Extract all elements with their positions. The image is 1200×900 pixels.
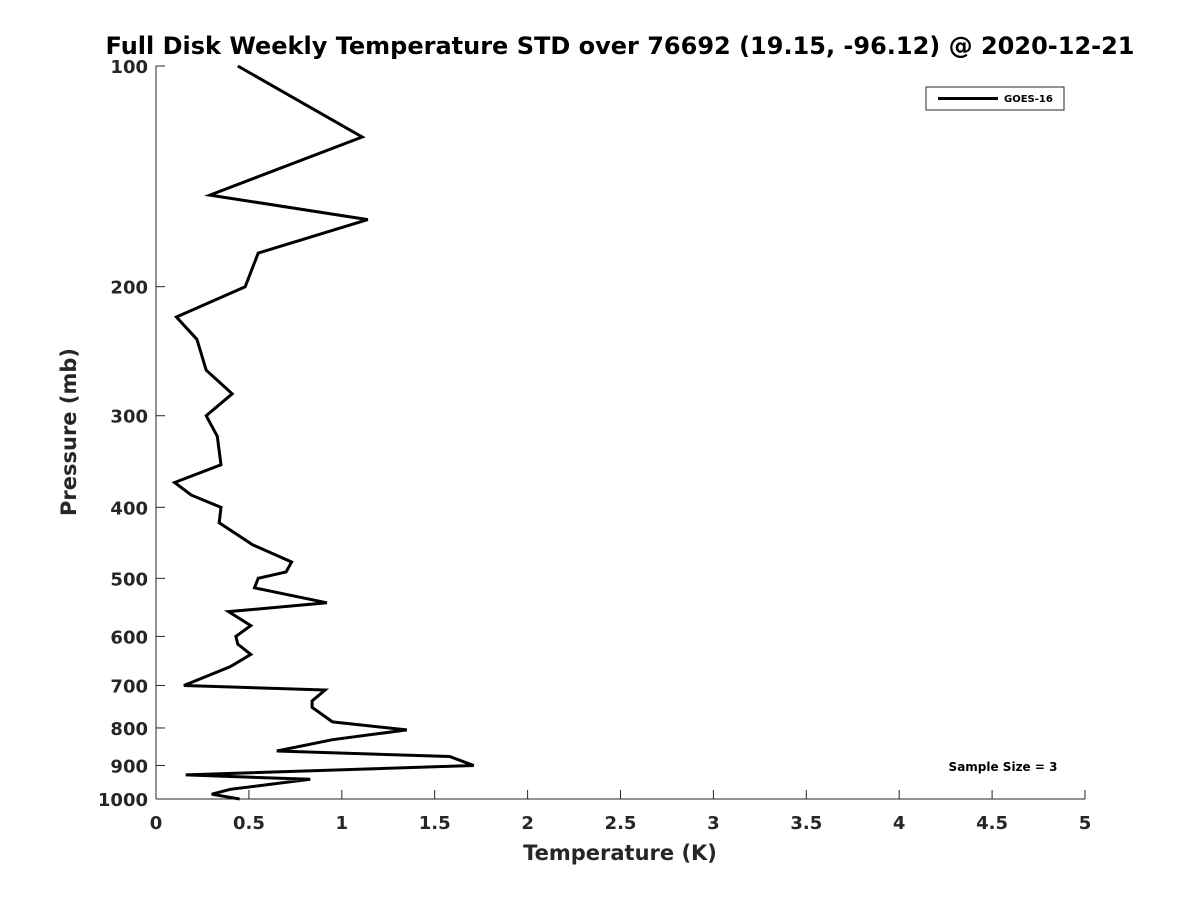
sample-size-annotation: Sample Size = 3	[949, 760, 1058, 774]
x-tick-label: 4.5	[976, 813, 1008, 834]
x-tick-label: 3	[707, 813, 720, 834]
y-tick-label: 500	[110, 569, 148, 590]
x-tick-label: 1.5	[419, 813, 451, 834]
x-tick-label: 2	[521, 813, 534, 834]
legend: GOES-16	[925, 86, 1065, 111]
series-layer	[171, 64, 475, 801]
y-tick-label: 700	[110, 676, 148, 697]
y-axis-ticks: 100 200 300 400 500 600 700 800 900 1000	[98, 57, 165, 811]
series-line-goes-16	[171, 64, 475, 801]
chart-title: Full Disk Weekly Temperature STD over 76…	[106, 32, 1135, 60]
y-tick-label: 800	[110, 719, 148, 740]
x-tick-label: 1	[336, 813, 349, 834]
y-tick-label: 600	[110, 627, 148, 648]
x-tick-label: 0.5	[233, 813, 265, 834]
y-tick-label: 400	[110, 498, 148, 519]
y-tick-label: 1000	[98, 790, 148, 811]
x-tick-label: 5	[1079, 813, 1092, 834]
y-tick-label: 200	[110, 278, 148, 299]
y-tick-label: 300	[110, 407, 148, 428]
legend-label-goes-16: GOES-16	[1004, 94, 1053, 105]
x-tick-label: 2.5	[605, 813, 637, 834]
x-tick-label: 0	[150, 813, 163, 834]
y-axis-label: Pressure (mb)	[57, 348, 81, 516]
x-axis-ticks: 0 0.5 1 1.5 2 2.5 3 3.5 4 4.5 5	[150, 790, 1092, 834]
x-tick-label: 4	[893, 813, 906, 834]
y-tick-label: 900	[110, 756, 148, 777]
x-tick-label: 3.5	[790, 813, 822, 834]
y-tick-label: 100	[110, 57, 148, 78]
x-axis-label: Temperature (K)	[523, 841, 717, 865]
